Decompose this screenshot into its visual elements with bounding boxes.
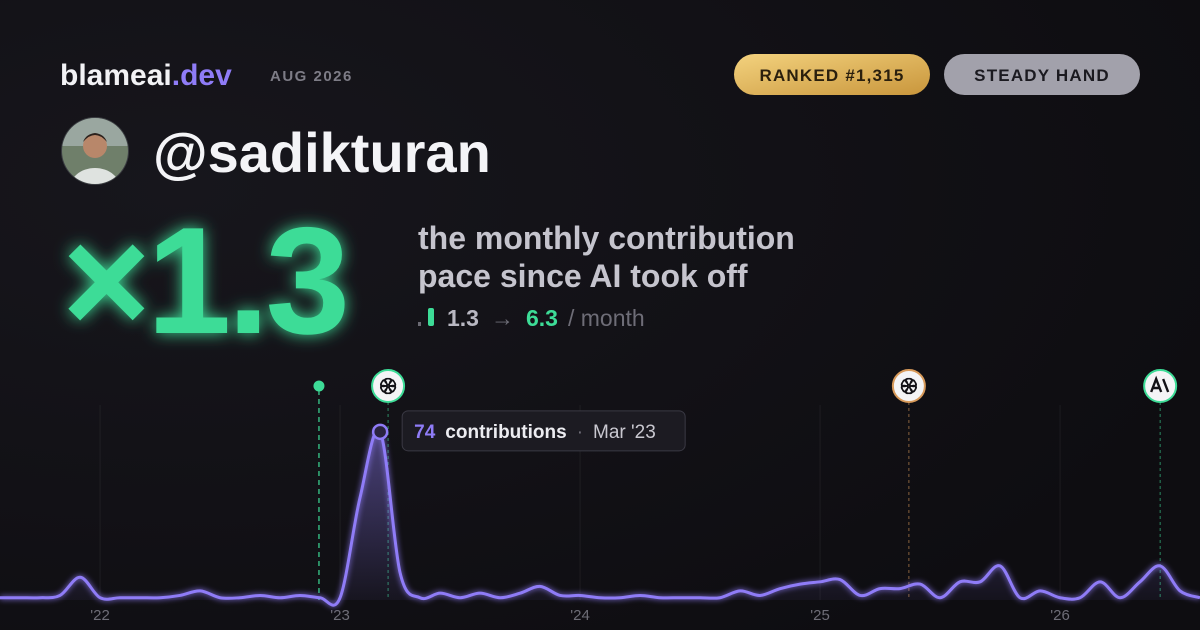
pace-unit: / month	[568, 305, 645, 331]
title-badge	[944, 54, 1140, 95]
brand-name: blameai	[60, 59, 172, 92]
event-logo	[1150, 375, 1170, 393]
tooltip-text: 74 contributions · Mar '23	[414, 422, 656, 443]
tooltip-date: Mar '23	[593, 422, 656, 443]
x-tick-label: '23	[330, 607, 350, 624]
x-tick-label: '25	[810, 607, 830, 624]
event-marker	[891, 369, 926, 600]
brand: blameai.dev	[60, 59, 232, 92]
event-icon	[371, 369, 406, 403]
event-logo	[904, 377, 917, 388]
tooltip-value: 74	[414, 422, 436, 443]
pace-arrow: →	[491, 305, 514, 331]
handle: @sadikturan	[153, 121, 491, 184]
event-dot	[313, 380, 325, 392]
event-icon	[891, 369, 926, 403]
pace-before: 1.3	[447, 305, 479, 331]
x-tick-label: '22	[90, 607, 110, 624]
multiplier: ×1.3	[62, 196, 346, 366]
line	[0, 428, 1200, 607]
event-marker	[313, 380, 325, 600]
x-tick-label: '26	[1050, 607, 1070, 624]
tooltip-label: contributions	[445, 422, 566, 443]
brand-suffix: .dev	[172, 59, 232, 92]
hover-point	[371, 423, 389, 441]
date: AUG 2026	[270, 68, 353, 85]
pace: 1.3 → 6.3 / month	[447, 305, 645, 331]
rank-badge	[734, 54, 930, 95]
event-icon	[1143, 369, 1178, 403]
tooltip-separator: ·	[577, 422, 583, 443]
rank-badge-text: RANKED #1,315	[759, 66, 904, 85]
pace-icon	[418, 308, 434, 326]
event-logo	[383, 377, 397, 388]
x-tick-label: '24	[570, 607, 590, 624]
chart: '22 '23 '24 '25 '26 74 contributions · Mar '23	[0, 369, 1200, 624]
pace-after: 6.3	[526, 305, 558, 331]
description-line: the monthly contribution	[418, 220, 795, 256]
tooltip	[401, 410, 686, 452]
description-line: pace since AI took off	[418, 258, 748, 294]
title-badge-text: STEADY HAND	[974, 66, 1110, 85]
